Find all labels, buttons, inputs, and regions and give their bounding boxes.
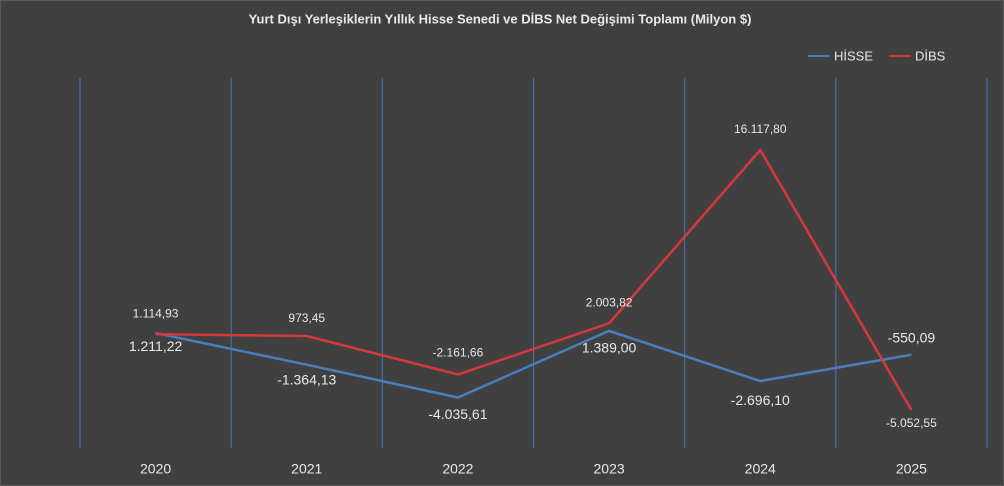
data-label: 973,45 xyxy=(288,311,325,325)
data-label: -1.364,13 xyxy=(277,371,336,387)
x-tick-label: 2023 xyxy=(594,461,625,477)
chart-title: Yurt Dışı Yerleşiklerin Yıllık Hisse Sen… xyxy=(249,11,752,26)
data-label: -2.161,66 xyxy=(433,346,484,360)
data-label: 2.003,82 xyxy=(586,296,633,310)
data-label: -550,09 xyxy=(888,329,936,345)
x-tick-label: 2025 xyxy=(896,461,927,477)
series-line xyxy=(155,147,913,411)
legend-label: HİSSE xyxy=(834,48,873,63)
data-label: -5.052,55 xyxy=(886,416,937,430)
x-tick-label: 2021 xyxy=(291,461,322,477)
data-label: -2.696,10 xyxy=(731,392,790,408)
x-tick-label: 2022 xyxy=(442,461,473,477)
data-label: -4.035,61 xyxy=(428,406,487,422)
data-label: 16.117,80 xyxy=(734,122,787,136)
x-tick-label: 2024 xyxy=(745,461,776,477)
data-label: 1.114,93 xyxy=(133,306,179,320)
x-tick-label: 2020 xyxy=(140,461,171,477)
data-label: 1.211,22 xyxy=(129,338,183,354)
data-label: 1.389,00 xyxy=(582,340,637,356)
legend-label: DİBS xyxy=(915,48,946,63)
series-line xyxy=(155,329,912,399)
